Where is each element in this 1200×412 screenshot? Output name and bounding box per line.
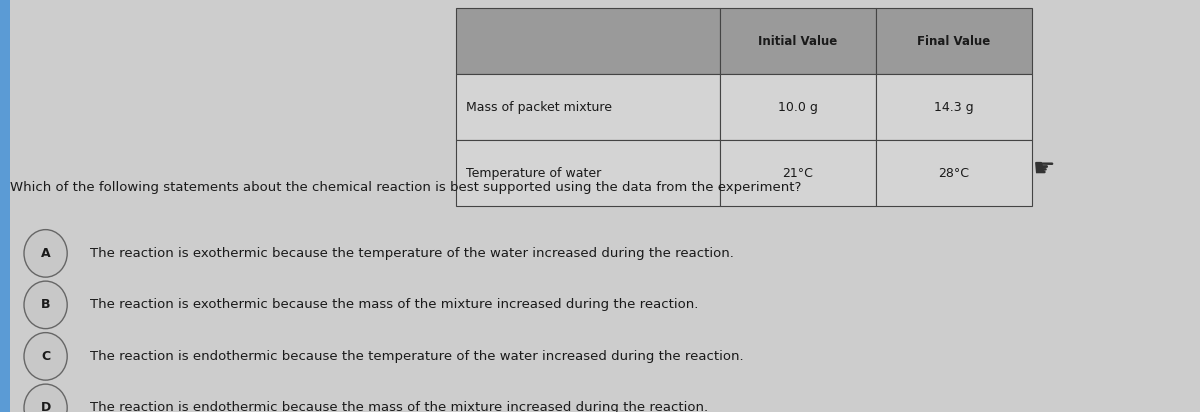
Bar [876,74,1032,140]
Text: Which of the following statements about the chemical reaction is best supported : Which of the following statements about … [10,181,800,194]
Text: B: B [41,298,50,311]
Text: Initial Value: Initial Value [758,35,838,48]
Text: ☛: ☛ [1033,157,1055,181]
Ellipse shape [24,384,67,412]
Ellipse shape [24,229,67,277]
Bar [876,8,1032,74]
Ellipse shape [24,332,67,380]
Text: The reaction is exothermic because the temperature of the water increased during: The reaction is exothermic because the t… [90,247,734,260]
Text: Mass of packet mixture: Mass of packet mixture [466,101,612,114]
Text: 21°C: 21°C [782,166,814,180]
Bar [720,8,876,74]
Bar [720,74,876,140]
Text: A: A [41,247,50,260]
Bar [456,140,720,206]
Text: Temperature of water: Temperature of water [466,166,601,180]
Text: Final Value: Final Value [917,35,991,48]
Ellipse shape [24,281,67,329]
Bar [720,140,876,206]
Bar [0,0,10,412]
Text: The reaction is endothermic because the temperature of the water increased durin: The reaction is endothermic because the … [90,350,744,363]
Bar [876,140,1032,206]
Bar [456,74,720,140]
Text: The reaction is exothermic because the mass of the mixture increased during the : The reaction is exothermic because the m… [90,298,698,311]
Text: C: C [41,350,50,363]
Text: 28°C: 28°C [938,166,970,180]
Text: D: D [41,401,50,412]
Bar [456,8,720,74]
Text: 10.0 g: 10.0 g [778,101,818,114]
Text: 14.3 g: 14.3 g [934,101,974,114]
Text: The reaction is endothermic because the mass of the mixture increased during the: The reaction is endothermic because the … [90,401,708,412]
